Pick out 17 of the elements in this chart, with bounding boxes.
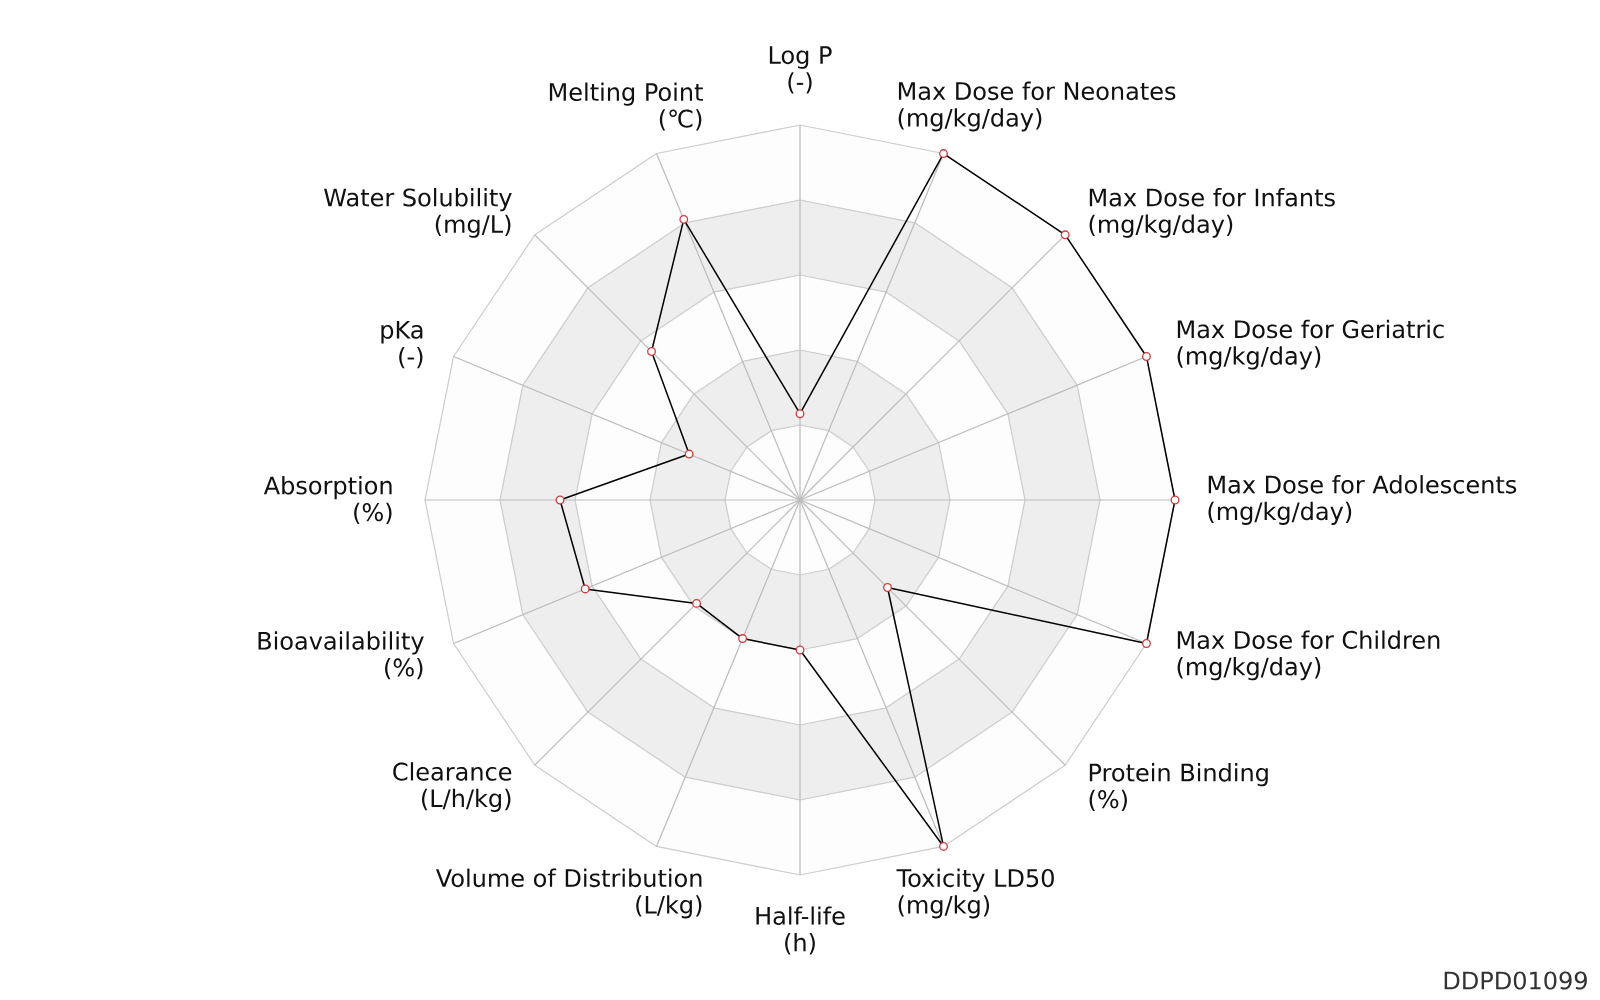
spoke-label: Log P (-) xyxy=(769,46,832,94)
text: DDPD01099 xyxy=(1444,971,1587,990)
spoke-label: Volume of Distribution (L/kg) xyxy=(435,868,702,919)
spoke-label: Bioavailability (%) xyxy=(258,631,424,680)
spoke-label: Max Dose for Neonates (mg/kg/day) xyxy=(898,81,1176,132)
spoke-label: Max Dose for Children (mg/kg/day) xyxy=(1177,630,1440,681)
spoke-label: Max Dose for Adolescents (mg/kg/day) xyxy=(1208,475,1517,525)
spoke-label: Water Solubility (mg/L) xyxy=(324,188,512,238)
spoke-label: Absorption (%) xyxy=(263,476,392,524)
spoke-label: Melting Point (℃) xyxy=(549,82,703,131)
spoke-label: Protein Binding (%) xyxy=(1089,763,1268,812)
spoke-label: Max Dose for Infants (mg/kg/day) xyxy=(1089,188,1335,238)
spoke-label: pKa (-) xyxy=(381,320,423,369)
spoke-label: Toxicity LD50 (mg/kg) xyxy=(896,868,1054,919)
spoke-label: Clearance (L/h/kg) xyxy=(393,762,512,812)
spoke-label: Half-life (h) xyxy=(756,906,845,955)
spoke-label: Max Dose for Geriatric (mg/kg/day) xyxy=(1177,319,1444,370)
